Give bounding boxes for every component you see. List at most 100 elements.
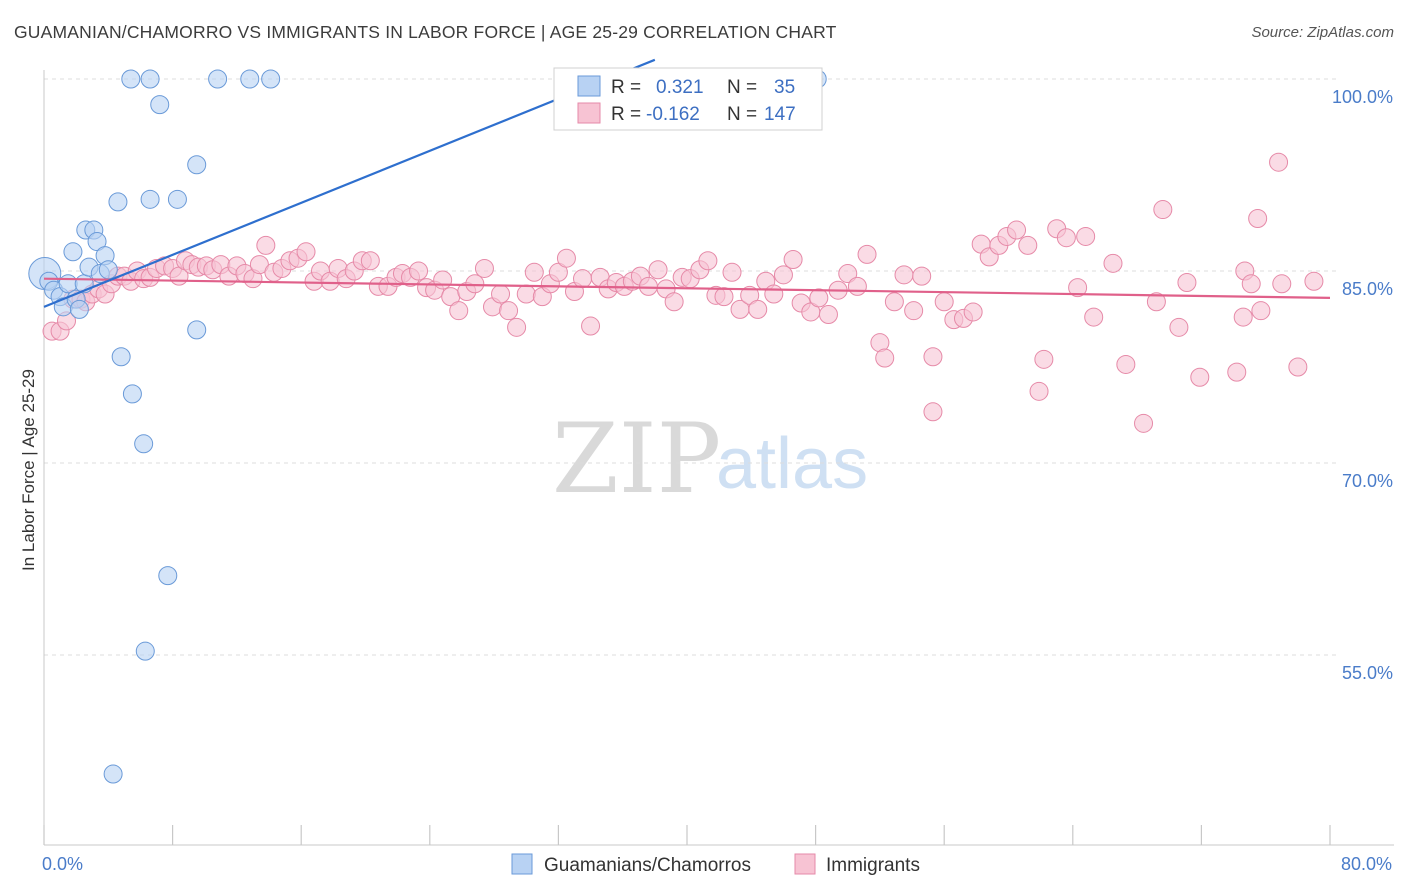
guamanians-point: [187, 155, 207, 175]
immigrants-point: [714, 287, 734, 307]
watermark-atlas: atlas: [716, 424, 868, 504]
immigrants-point: [1134, 413, 1154, 433]
immigrants-point: [722, 262, 742, 282]
immigrants-trend-line: [43, 277, 1331, 299]
immigrants-point: [1272, 274, 1292, 294]
guamanians-point: [121, 69, 141, 89]
immigrants-point: [1233, 307, 1253, 327]
immigrants-point: [516, 284, 536, 304]
immigrants-point: [1068, 278, 1088, 298]
trend-lines: [43, 58, 1331, 308]
immigrants-point: [465, 274, 485, 294]
immigrants-point: [748, 299, 768, 319]
guamanians-point: [187, 320, 207, 340]
legend-r-label-2: R =: [611, 104, 641, 125]
immigrants-point: [1169, 317, 1189, 337]
immigrants-point: [783, 249, 803, 269]
immigrants-point: [934, 292, 954, 312]
immigrants-point: [648, 260, 668, 280]
x-tick-min: 0.0%: [42, 854, 83, 874]
immigrants-point: [573, 269, 593, 289]
series-legend: Guamanians/Chamorros Immigrants: [511, 853, 920, 876]
immigrants-points: [42, 152, 1324, 433]
y-axis-label: In Labor Force | Age 25-29: [19, 369, 38, 571]
immigrants-point: [912, 266, 932, 286]
y-tick-label: 55.0%: [1342, 663, 1393, 683]
immigrants-point: [1190, 367, 1210, 387]
legend-n-value-1: 35: [774, 77, 795, 98]
immigrants-point: [1241, 274, 1261, 294]
guamanians-point: [167, 189, 187, 209]
immigrants-point: [474, 258, 494, 278]
immigrants-point: [1269, 152, 1289, 172]
bottom-legend-swatch-pink: [794, 853, 816, 875]
immigrants-point: [818, 305, 838, 325]
legend-swatch-pink: [577, 102, 601, 124]
immigrants-point: [1076, 226, 1096, 246]
immigrants-point: [449, 301, 469, 321]
immigrants-point: [1103, 253, 1123, 273]
immigrants-point: [1007, 220, 1027, 240]
immigrants-point: [963, 302, 983, 322]
immigrants-point: [1056, 228, 1076, 248]
guamanians-trend-line: [43, 58, 656, 308]
immigrants-point: [1227, 362, 1247, 382]
bottom-legend-swatch-blue: [511, 853, 533, 875]
immigrants-point: [809, 288, 829, 308]
source-label: Source: ZipAtlas.com: [1251, 24, 1394, 41]
guamanians-point: [158, 566, 178, 586]
immigrants-point: [857, 244, 877, 264]
guamanians-point: [108, 192, 128, 212]
immigrants-point: [773, 265, 793, 285]
immigrants-point: [581, 316, 601, 336]
immigrants-point: [1251, 301, 1271, 321]
guamanians-point: [87, 232, 107, 252]
immigrants-point: [884, 292, 904, 312]
x-tick-max: 80.0%: [1341, 854, 1392, 874]
immigrants-point: [1029, 381, 1049, 401]
chart-title: GUAMANIAN/CHAMORRO VS IMMIGRANTS IN LABO…: [14, 22, 837, 42]
immigrants-point: [409, 261, 429, 281]
legend-swatch-blue: [577, 75, 601, 97]
immigrants-point: [360, 251, 380, 271]
guamanians-point: [111, 347, 131, 367]
immigrants-point: [1177, 273, 1197, 293]
immigrants-point: [499, 301, 519, 321]
immigrants-point: [1018, 235, 1038, 255]
guamanians-point: [135, 641, 155, 661]
immigrants-point: [923, 347, 943, 367]
watermark-zip: ZIP: [552, 403, 721, 515]
bottom-legend-label-guamanians: Guamanians/Chamorros: [544, 855, 751, 876]
guamanians-point: [69, 299, 89, 319]
guamanians-point: [134, 434, 154, 454]
immigrants-point: [1146, 292, 1166, 312]
guamanians-point: [208, 69, 228, 89]
immigrants-point: [491, 284, 511, 304]
immigrants-point: [923, 402, 943, 422]
immigrants-point: [548, 262, 568, 282]
immigrants-point: [904, 301, 924, 321]
guamanians-point: [140, 69, 160, 89]
guamanians-point: [122, 384, 142, 404]
immigrants-point: [764, 284, 784, 304]
legend-n-label-2: N =: [727, 104, 757, 125]
immigrants-point: [638, 276, 658, 296]
immigrants-point: [875, 348, 895, 368]
immigrants-point: [847, 276, 867, 296]
immigrants-point: [838, 264, 858, 284]
correlation-legend: R = 0.321 N = 35 R = -0.162 N = 147: [553, 67, 823, 131]
immigrants-point: [664, 292, 684, 312]
y-tick-label: 100.0%: [1332, 87, 1393, 107]
immigrants-point: [1248, 209, 1268, 229]
axes: 55.0% 70.0% 85.0% 100.0%: [43, 70, 1394, 846]
guamanians-point: [261, 69, 281, 89]
immigrants-point: [296, 242, 316, 262]
immigrants-point: [524, 262, 544, 282]
legend-r-label-1: R =: [611, 77, 641, 98]
guamanians-point: [103, 764, 123, 784]
immigrants-point: [1304, 271, 1324, 291]
immigrants-point: [256, 235, 276, 255]
immigrants-point: [1153, 200, 1173, 220]
bottom-legend-label-immigrants: Immigrants: [826, 855, 920, 876]
